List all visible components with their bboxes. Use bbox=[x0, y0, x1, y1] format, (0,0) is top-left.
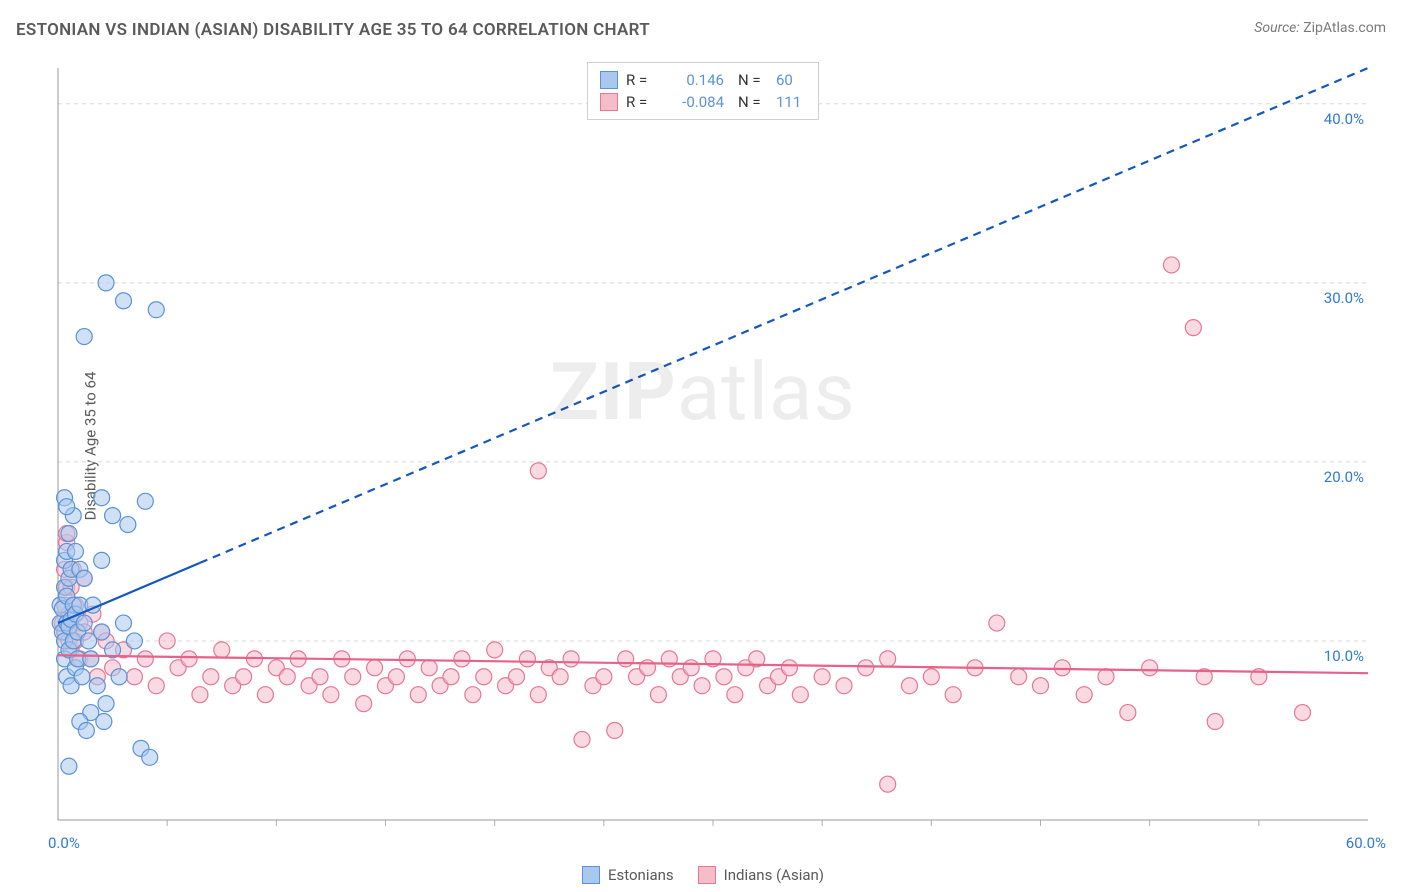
r-label: R = bbox=[626, 71, 656, 89]
scatter-plot-svg: 10.0% 20.0% 30.0% 40.0% bbox=[48, 60, 1378, 840]
source-label: Source: bbox=[1254, 20, 1299, 36]
r-label: R = bbox=[626, 93, 656, 111]
legend-label-estonians: Estonians bbox=[608, 866, 674, 884]
svg-text:30.0%: 30.0% bbox=[1324, 289, 1364, 307]
svg-text:20.0%: 20.0% bbox=[1324, 468, 1364, 486]
r-value-estonians: 0.146 bbox=[664, 71, 724, 89]
n-value-indians: 111 bbox=[776, 93, 806, 111]
r-value-indians: -0.084 bbox=[664, 93, 724, 111]
swatch-estonians bbox=[600, 71, 618, 89]
correlation-legend: R = 0.146 N = 60 R = -0.084 N = 111 bbox=[587, 62, 819, 120]
n-label: N = bbox=[738, 71, 768, 89]
source-credit: Source: ZipAtlas.com bbox=[1254, 20, 1386, 36]
chart-title: ESTONIAN VS INDIAN (ASIAN) DISABILITY AG… bbox=[16, 20, 650, 40]
chart-area: 10.0% 20.0% 30.0% 40.0% bbox=[48, 60, 1378, 840]
source-value: ZipAtlas.com bbox=[1303, 20, 1386, 36]
x-max-label: 60.0% bbox=[1346, 834, 1386, 852]
svg-text:10.0%: 10.0% bbox=[1324, 647, 1364, 665]
legend-item-estonians: Estonians bbox=[582, 866, 674, 884]
legend-row-estonians: R = 0.146 N = 60 bbox=[600, 69, 806, 91]
swatch-indians bbox=[698, 866, 716, 884]
svg-text:40.0%: 40.0% bbox=[1324, 110, 1364, 128]
legend-row-indians: R = -0.084 N = 111 bbox=[600, 91, 806, 113]
swatch-indians bbox=[600, 93, 618, 111]
swatch-estonians bbox=[582, 866, 600, 884]
x-origin-label: 0.0% bbox=[48, 834, 80, 852]
n-label: N = bbox=[738, 93, 768, 111]
series-legend: Estonians Indians (Asian) bbox=[582, 866, 824, 884]
legend-item-indians: Indians (Asian) bbox=[698, 866, 824, 884]
legend-label-indians: Indians (Asian) bbox=[724, 866, 824, 884]
n-value-estonians: 60 bbox=[776, 71, 806, 89]
